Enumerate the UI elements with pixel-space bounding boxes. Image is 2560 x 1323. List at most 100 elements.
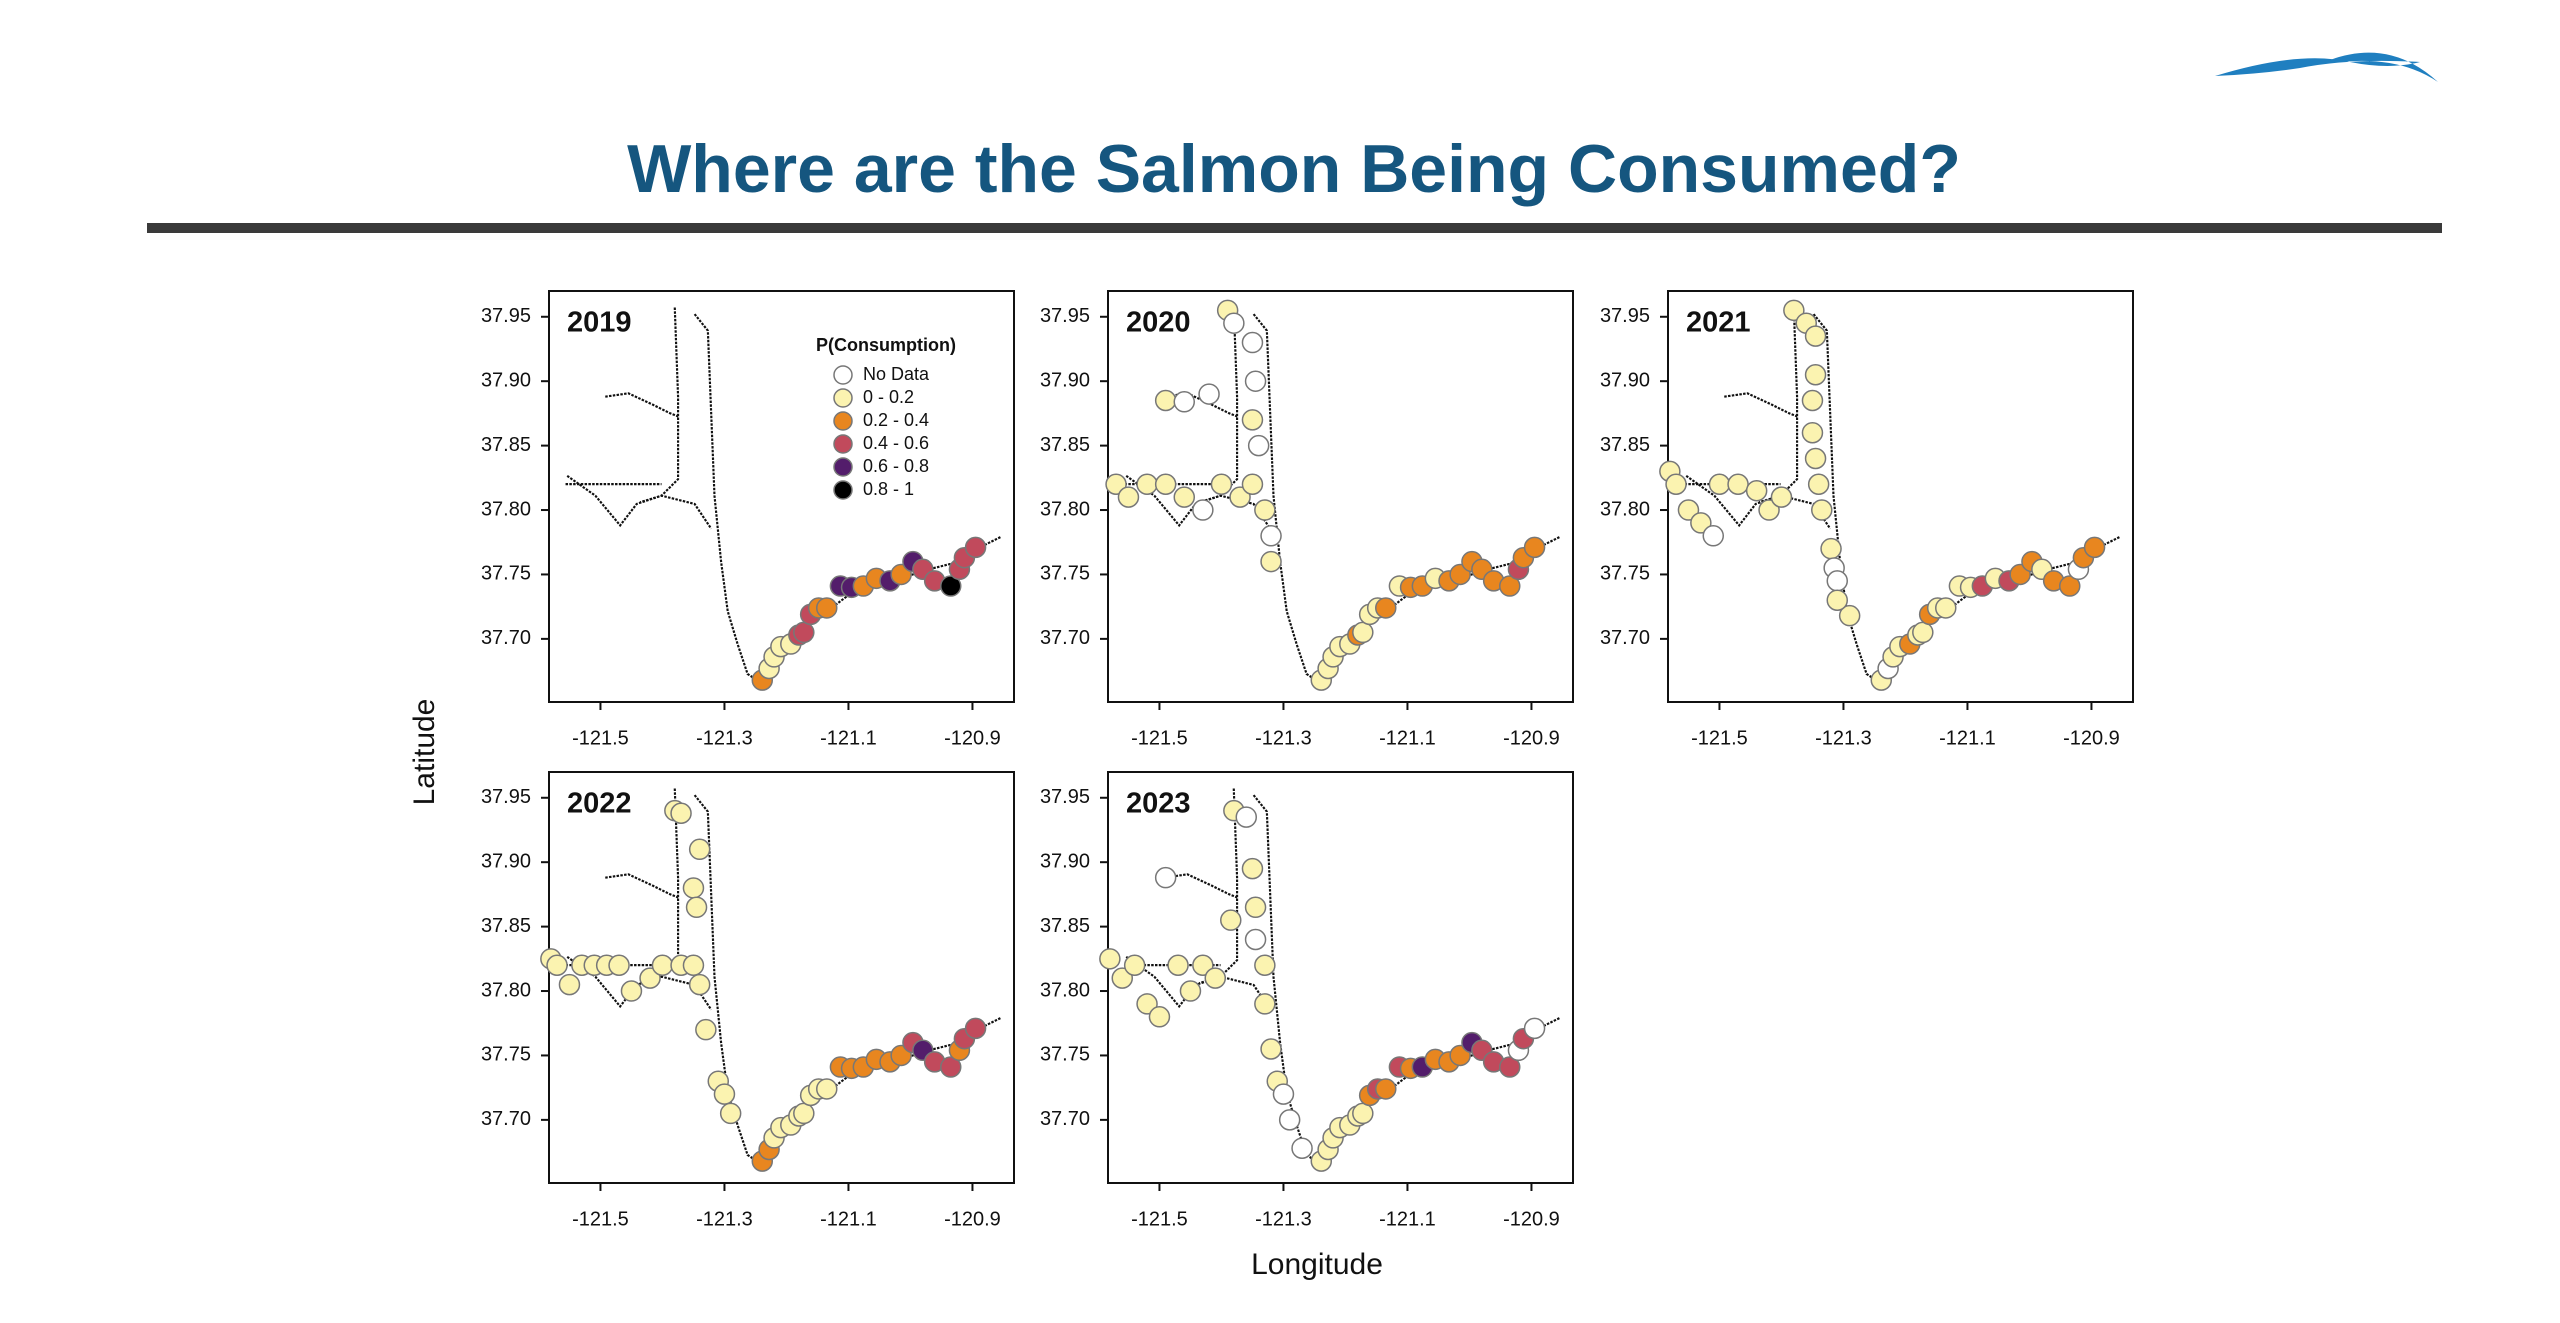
data-point — [1210, 473, 1233, 496]
y-tick-label: 37.75 — [1600, 563, 1650, 585]
x-tick-label: -121.1 — [820, 727, 877, 749]
y-tick-label: 37.95 — [481, 786, 531, 808]
data-point — [558, 973, 581, 996]
data-point — [1807, 473, 1830, 496]
y-tick-label: 37.90 — [1040, 369, 1090, 391]
legend-title: P(Consumption) — [816, 335, 956, 355]
legend-label: 0.4 - 0.6 — [863, 433, 929, 453]
y-tick-label: 37.75 — [1040, 1044, 1090, 1066]
data-point — [685, 896, 708, 919]
data-point — [1244, 370, 1267, 392]
data-point — [651, 954, 674, 977]
y-tick-label: 37.85 — [481, 434, 531, 456]
y-tick-label: 37.70 — [1600, 627, 1650, 649]
data-point — [1260, 525, 1282, 547]
y-tick-label: 37.80 — [481, 979, 531, 1001]
y-tick-label: 37.75 — [1040, 563, 1090, 585]
panel-frame — [1667, 290, 2134, 703]
data-point — [1523, 536, 1546, 559]
y-tick-label: 37.85 — [481, 915, 531, 937]
data-point — [1192, 499, 1214, 521]
data-point — [1204, 967, 1227, 989]
data-point — [1352, 1102, 1374, 1125]
x-tick-label: -121.1 — [820, 1208, 877, 1230]
y-tick-label: 37.80 — [1040, 498, 1090, 520]
data-point — [1801, 421, 1824, 444]
data-point — [1291, 1137, 1313, 1159]
data-point — [608, 954, 630, 977]
data-point — [940, 575, 962, 597]
y-tick-label: 37.80 — [1600, 498, 1650, 520]
data-point — [1247, 434, 1270, 457]
x-axis-label: Longitude — [1251, 1248, 1383, 1281]
data-point — [816, 597, 838, 619]
data-point — [1254, 954, 1276, 977]
data-point — [688, 973, 711, 996]
panel-title: 2023 — [1126, 788, 1191, 820]
data-point — [1745, 479, 1768, 502]
data-point — [1235, 806, 1258, 828]
data-point — [1099, 948, 1121, 970]
data-point — [1278, 1109, 1301, 1131]
data-point — [719, 1102, 742, 1125]
y-tick-label: 37.70 — [1040, 1108, 1090, 1130]
data-point — [1241, 331, 1264, 354]
data-point — [1223, 312, 1245, 334]
panel-title: 2022 — [567, 788, 632, 820]
data-point — [964, 1017, 987, 1040]
legend-label: 0.6 - 0.8 — [863, 456, 929, 476]
data-point — [1499, 575, 1521, 597]
x-tick-label: -121.3 — [696, 727, 753, 749]
data-point — [1254, 993, 1276, 1015]
x-tick-label: -121.3 — [1255, 1208, 1312, 1230]
data-point — [1241, 409, 1264, 431]
map-panel: 37.70 37.75 37.80 37.85 37.90 37.95 -121.5 -121… — [1600, 290, 2134, 749]
data-point — [1244, 928, 1267, 951]
data-point — [1804, 363, 1827, 386]
y-tick-label: 37.95 — [1040, 305, 1090, 327]
data-point — [793, 621, 815, 644]
data-point — [1148, 1006, 1171, 1028]
y-tick-label: 37.95 — [1600, 305, 1650, 327]
data-point — [1801, 389, 1824, 412]
x-tick-label: -121.1 — [1379, 1208, 1436, 1230]
data-point — [1192, 954, 1214, 977]
legend-label: 0 - 0.2 — [863, 387, 914, 407]
data-point — [1708, 473, 1731, 496]
legend-swatch — [833, 365, 853, 385]
data-point — [688, 838, 711, 861]
data-point — [1123, 954, 1146, 977]
data-point — [1136, 473, 1158, 496]
data-point — [1220, 909, 1242, 931]
y-tick-label: 37.75 — [481, 1044, 531, 1066]
data-point — [1783, 299, 1805, 322]
y-tick-label: 37.70 — [481, 627, 531, 649]
data-point — [1111, 967, 1134, 989]
data-point — [1665, 473, 1687, 496]
data-point — [713, 1083, 736, 1105]
data-point — [670, 802, 692, 824]
data-point — [1702, 525, 1725, 547]
data-point — [2083, 536, 2106, 559]
data-point — [1804, 447, 1827, 470]
x-tick-label: -121.1 — [1939, 727, 1996, 749]
data-point — [1260, 1038, 1282, 1060]
y-axis-label: Latitude — [408, 699, 441, 806]
x-tick-label: -121.3 — [696, 1208, 753, 1230]
title-rule — [147, 223, 2442, 233]
data-point — [1198, 383, 1220, 405]
data-point — [1179, 980, 1202, 1002]
data-point — [695, 1018, 717, 1041]
data-point — [682, 954, 705, 977]
data-point — [793, 1102, 815, 1125]
map-panel: 37.70 37.75 37.80 37.85 37.90 37.95 -121.5 -121… — [481, 771, 1015, 1230]
x-tick-label: -121.5 — [1131, 727, 1188, 749]
data-point — [1241, 473, 1264, 496]
data-point — [1105, 473, 1127, 496]
legend-swatch — [833, 434, 853, 454]
data-point — [1154, 866, 1177, 889]
map-panel: 37.70 37.75 37.80 37.85 37.90 37.95 -121.5 -121… — [1040, 290, 1574, 749]
data-point — [1173, 486, 1196, 508]
panel-frame — [548, 771, 1015, 1184]
